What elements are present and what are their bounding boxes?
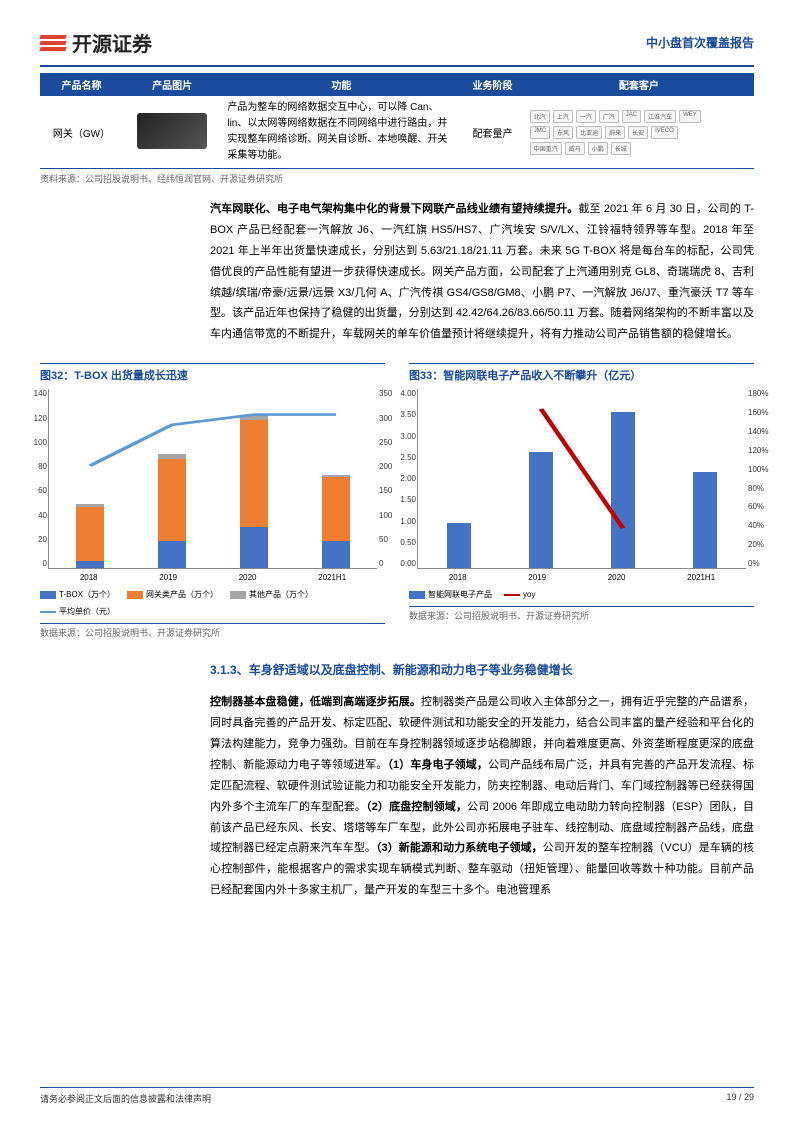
para1-bold: 汽车网联化、电子电气架构集中化的背景下网联产品线业绩有望持续提升。 [210, 203, 578, 215]
product-stage-cell: 配套量产 [461, 96, 523, 169]
table-header: 功能 [221, 73, 461, 96]
chart33-source: 数据来源：公司招股说明书、开源证券研究所 [409, 606, 754, 622]
logo-icon [40, 30, 66, 56]
client-badge: 小鹏 [588, 142, 608, 155]
table-row: 网关（GW） 产品为整车的网络数据交互中心，可以降 Can、lin、以太网等网络… [40, 96, 754, 169]
paragraph-1: 汽车网联化、电子电气架构集中化的背景下网联产品线业绩有望持续提升。截至 2021… [210, 199, 754, 345]
document-type: 中小盘首次覆盖报告 [646, 34, 754, 51]
footer-disclaimer: 请务必参阅正文后面的信息披露和法律声明 [40, 1092, 211, 1105]
page-footer: 请务必参阅正文后面的信息披露和法律声明 19 / 29 [40, 1087, 754, 1105]
product-function-cell: 产品为整车的网络数据交互中心，可以降 Can、lin、以太网等网络数据在不同网络… [221, 96, 461, 169]
chart33-title: 图33：智能网联电子产品收入不断攀升（亿元） [409, 363, 754, 383]
chart-32: 图32：T-BOX 出货量成长迅速 140120100806040200 350… [40, 363, 385, 639]
client-badge: 上汽 [553, 110, 573, 123]
product-table: 产品名称产品图片功能业务阶段配套客户 网关（GW） 产品为整车的网络数据交互中心… [40, 73, 754, 169]
chart-33: 图33：智能网联电子产品收入不断攀升（亿元） 4.003.503.002.502… [409, 363, 754, 639]
client-badge: 威马 [565, 142, 585, 155]
section-paragraph: 控制器基本盘稳健，低端到高端逐步拓展。控制器类产品是公司收入主体部分之一，拥有近… [210, 692, 754, 901]
client-badge: 江淮汽车 [644, 110, 676, 123]
chart32-title: 图32：T-BOX 出货量成长迅速 [40, 363, 385, 383]
chart33-plot: 4.003.503.002.502.001.501.000.500.00 180… [417, 389, 746, 569]
para1-text: 截至 2021 年 6 月 30 日，公司的 T-BOX 产品已经配套一汽解放 … [210, 203, 754, 340]
client-badge: JMC [530, 126, 550, 139]
client-badge: 东风 [553, 126, 573, 139]
client-badge: JAC [622, 110, 641, 123]
chart32-plot: 140120100806040200 350300250200150100500… [48, 389, 377, 569]
page-header: 开源证券 中小盘首次覆盖报告 [40, 28, 754, 67]
table-header: 产品图片 [123, 73, 221, 96]
charts-row: 图32：T-BOX 出货量成长迅速 140120100806040200 350… [40, 363, 754, 639]
client-badge: 蔚来 [605, 126, 625, 139]
table-source: 资料来源：公司招股说明书、经纬恒润官网、开源证券研究所 [40, 172, 754, 185]
client-badge: IVECO [651, 126, 678, 139]
product-image-cell [123, 96, 221, 169]
company-logo: 开源证券 [40, 28, 152, 57]
client-badge: 北汽 [530, 110, 550, 123]
client-badge: 长安 [628, 126, 648, 139]
company-name: 开源证券 [72, 28, 152, 57]
chart32-source: 数据来源：公司招股说明书、开源证券研究所 [40, 623, 385, 639]
client-badge: 比亚迪 [576, 126, 602, 139]
table-header: 配套客户 [524, 73, 754, 96]
product-name-cell: 网关（GW） [40, 96, 123, 169]
footer-page-number: 19 / 29 [726, 1092, 754, 1105]
client-badge: 长城 [611, 142, 631, 155]
table-header: 产品名称 [40, 73, 123, 96]
table-header: 业务阶段 [461, 73, 523, 96]
section-heading: 3.1.3、车身舒适域以及底盘控制、新能源和动力电子等业务稳健增长 [210, 661, 754, 678]
client-badge: 中国重汽 [530, 142, 562, 155]
client-badge: 一汽 [576, 110, 596, 123]
client-badge: WEY [679, 110, 701, 123]
product-image [137, 113, 207, 149]
product-clients-cell: 北汽上汽一汽广汽JAC江淮汽车WEY JMC东风比亚迪蔚来长安IVECO 中国重汽威… [524, 96, 754, 169]
client-badge: 广汽 [599, 110, 619, 123]
